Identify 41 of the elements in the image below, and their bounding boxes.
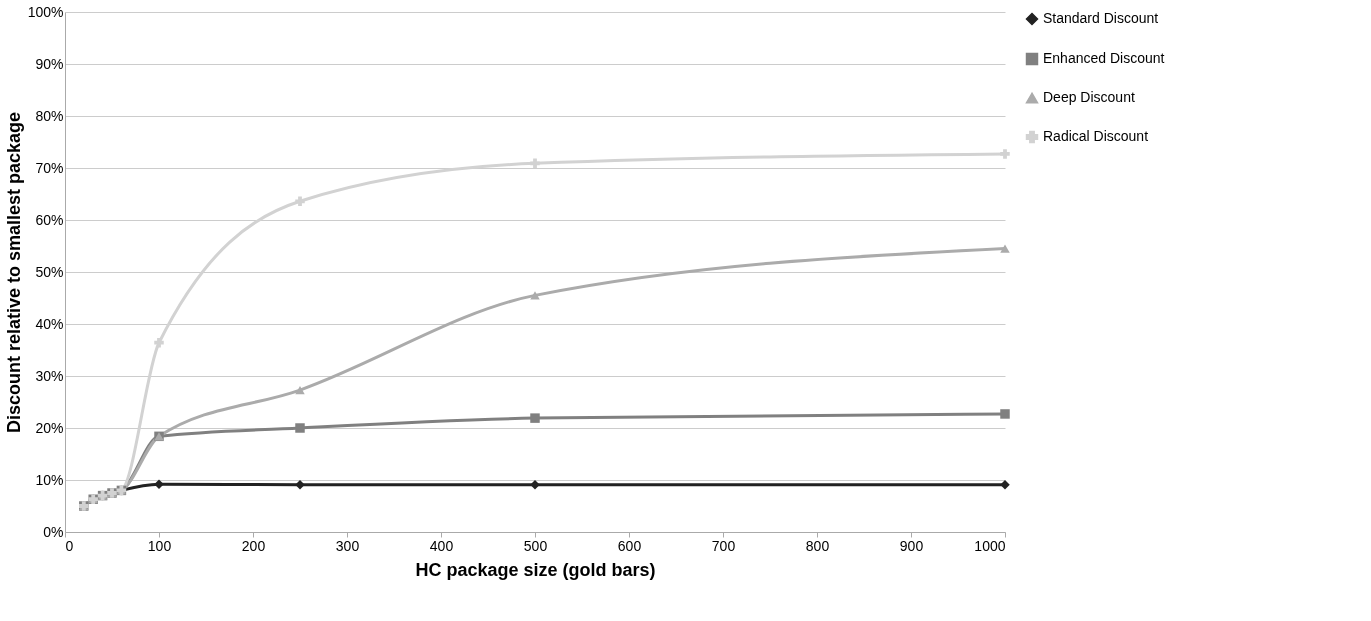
- point: [530, 413, 540, 423]
- y-tick-label: 100%: [27, 3, 64, 20]
- point: [1000, 409, 1010, 419]
- y-tick-label: 50%: [35, 263, 64, 280]
- y-axis-title: Discount relative to smallest package: [3, 111, 24, 434]
- y-tick-label: 60%: [35, 211, 64, 228]
- x-tick-label: 700: [711, 537, 736, 554]
- y-tick-label: 90%: [35, 55, 64, 72]
- point: [530, 158, 540, 169]
- y-tick-label: 0%: [43, 523, 64, 540]
- point: [154, 337, 164, 348]
- x-axis-title: HC package size (gold bars): [415, 559, 656, 580]
- point: [295, 196, 305, 207]
- point: [1000, 479, 1010, 490]
- point: [1000, 244, 1010, 253]
- x-tick-label: 300: [335, 537, 360, 554]
- y-tick-label: 70%: [35, 159, 64, 176]
- y-tick-label: 30%: [35, 367, 64, 384]
- point: [530, 479, 540, 490]
- x-tick-label: 100: [147, 537, 172, 554]
- point: [530, 291, 540, 300]
- y-tick-label: 20%: [35, 419, 64, 436]
- x-tick-label: 0: [65, 537, 74, 554]
- y-tick-label: 80%: [35, 107, 64, 124]
- x-tick-label: 400: [429, 537, 454, 554]
- x-tick-label: 900: [899, 537, 924, 554]
- x-tick-label: 1000: [974, 537, 1006, 554]
- point: [295, 479, 305, 490]
- y-tick-label: 10%: [35, 471, 64, 488]
- point: [1000, 149, 1010, 159]
- x-tick-label: 800: [805, 537, 830, 554]
- legend-label: Radical Discount: [1043, 128, 1149, 144]
- x-tick-label: 200: [241, 537, 266, 554]
- point: [295, 385, 305, 395]
- x-tick-label: 500: [523, 537, 548, 554]
- point: [295, 423, 305, 433]
- legend-label: Standard Discount: [1043, 10, 1159, 26]
- y-tick-label: 40%: [35, 315, 64, 332]
- legend-label: Enhanced Discount: [1043, 50, 1165, 66]
- x-tick-label: 600: [617, 537, 642, 554]
- legend-label: Deep Discount: [1043, 89, 1135, 105]
